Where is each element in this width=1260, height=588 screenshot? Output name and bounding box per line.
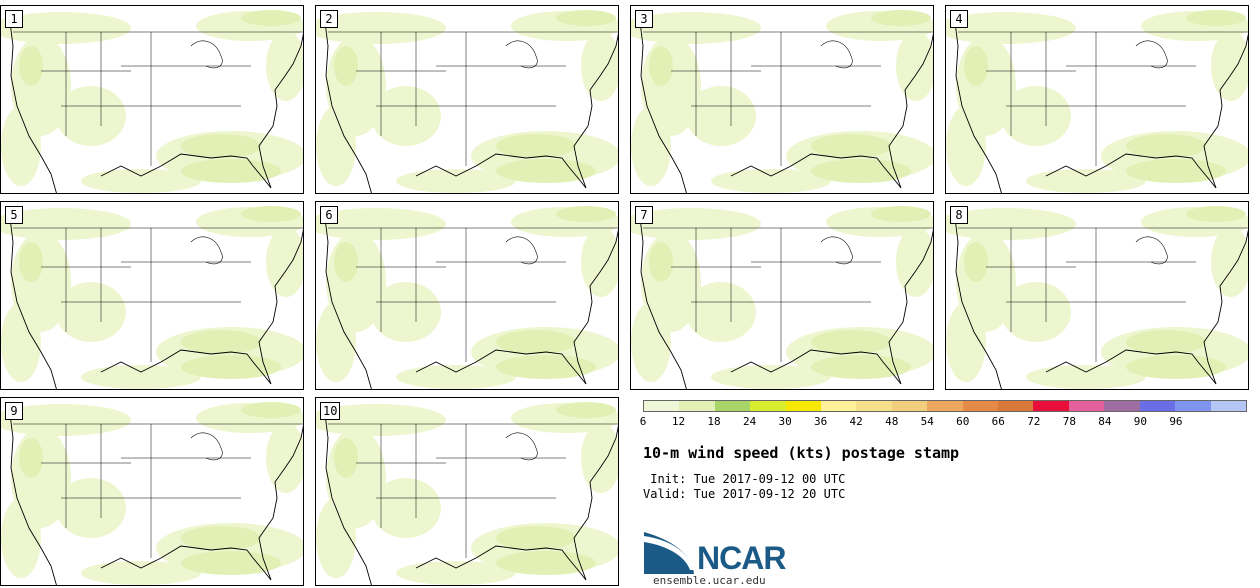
us-map [316, 206, 618, 389]
colorbar [643, 400, 1247, 412]
us-map [631, 10, 933, 193]
member-map-panel: 1 [0, 5, 304, 194]
colorbar-tick-label: 78 [1062, 415, 1076, 428]
member-number: 3 [635, 10, 653, 28]
member-map-panel: 8 [945, 201, 1249, 390]
member-map-panel: 10 [315, 397, 619, 586]
colorbar-swatch [785, 401, 822, 411]
colorbar-tick-label: 66 [991, 415, 1005, 428]
member-number: 7 [635, 206, 653, 224]
member-number: 1 [5, 10, 23, 28]
colorbar-tick-label: 72 [1027, 415, 1041, 428]
colorbar-tick-labels: 6 12 18 24 30 36 42 48 54 60 66 72 78 84 90 96 [639, 415, 1247, 429]
colorbar-swatch [821, 401, 857, 411]
colorbar-tick-label: 18 [707, 415, 721, 428]
logo-text: NCAR [697, 540, 786, 576]
member-map-panel: 9 [0, 397, 304, 586]
member-number: 2 [320, 10, 338, 28]
colorbar-swatch [1210, 401, 1246, 411]
colorbar-swatch [1068, 401, 1105, 411]
colorbar-swatch [714, 401, 751, 411]
colorbar-swatch [1139, 401, 1176, 411]
member-map-panel: 4 [945, 5, 1249, 194]
init-time: Init: Tue 2017-09-12 00 UTC [643, 472, 846, 486]
member-map-panel: 5 [0, 201, 304, 390]
colorbar-swatch [679, 401, 715, 411]
member-number: 10 [320, 402, 341, 420]
us-map [1, 10, 303, 193]
colorbar-tick-label: 24 [742, 415, 757, 428]
member-number: 9 [5, 402, 23, 420]
colorbar-swatch [750, 401, 786, 411]
colorbar-tick-label: 36 [814, 415, 828, 428]
member-number: 8 [950, 206, 968, 224]
colorbar-swatch [644, 401, 680, 411]
colorbar-tick-label: 54 [920, 415, 934, 428]
chart-title: 10-m wind speed (kts) postage stamp [643, 444, 960, 462]
colorbar-swatch [1104, 401, 1140, 411]
us-map [631, 206, 933, 389]
colorbar-swatch [1175, 401, 1211, 411]
colorbar-tick-label: 12 [671, 415, 686, 428]
colorbar-swatch [1033, 401, 1069, 411]
colorbar-tick-label: 48 [885, 415, 899, 428]
colorbar-tick-label: 90 [1133, 415, 1148, 428]
us-map [946, 206, 1248, 389]
colorbar-swatch [891, 401, 928, 411]
colorbar-tick-label: 84 [1098, 415, 1112, 428]
us-map [316, 402, 618, 585]
member-map-panel: 3 [630, 5, 934, 194]
colorbar-tick-label: 30 [778, 415, 792, 428]
us-map [316, 10, 618, 193]
colorbar-tick-label: 42 [849, 415, 863, 428]
member-map-panel: 6 [315, 201, 619, 390]
us-map [946, 10, 1248, 193]
us-map [1, 206, 303, 389]
colorbar-swatch [962, 401, 999, 411]
colorbar-swatch [927, 401, 963, 411]
colorbar-swatch [998, 401, 1034, 411]
member-map-panel: 2 [315, 5, 619, 194]
colorbar-swatch [856, 401, 892, 411]
colorbar-tick-label: 96 [1169, 415, 1183, 428]
ncar-logo-icon [644, 532, 694, 574]
member-number: 4 [950, 10, 968, 28]
valid-time: Valid: Tue 2017-09-12 20 UTC [643, 487, 846, 501]
colorbar-tick-label: 6 [639, 415, 647, 428]
member-number: 6 [320, 206, 338, 224]
logo-url: ensemble.ucar.edu [653, 574, 766, 587]
colorbar-tick-label: 60 [956, 415, 970, 428]
member-map-panel: 7 [630, 201, 934, 390]
us-map [1, 402, 303, 585]
member-number: 5 [5, 206, 23, 224]
